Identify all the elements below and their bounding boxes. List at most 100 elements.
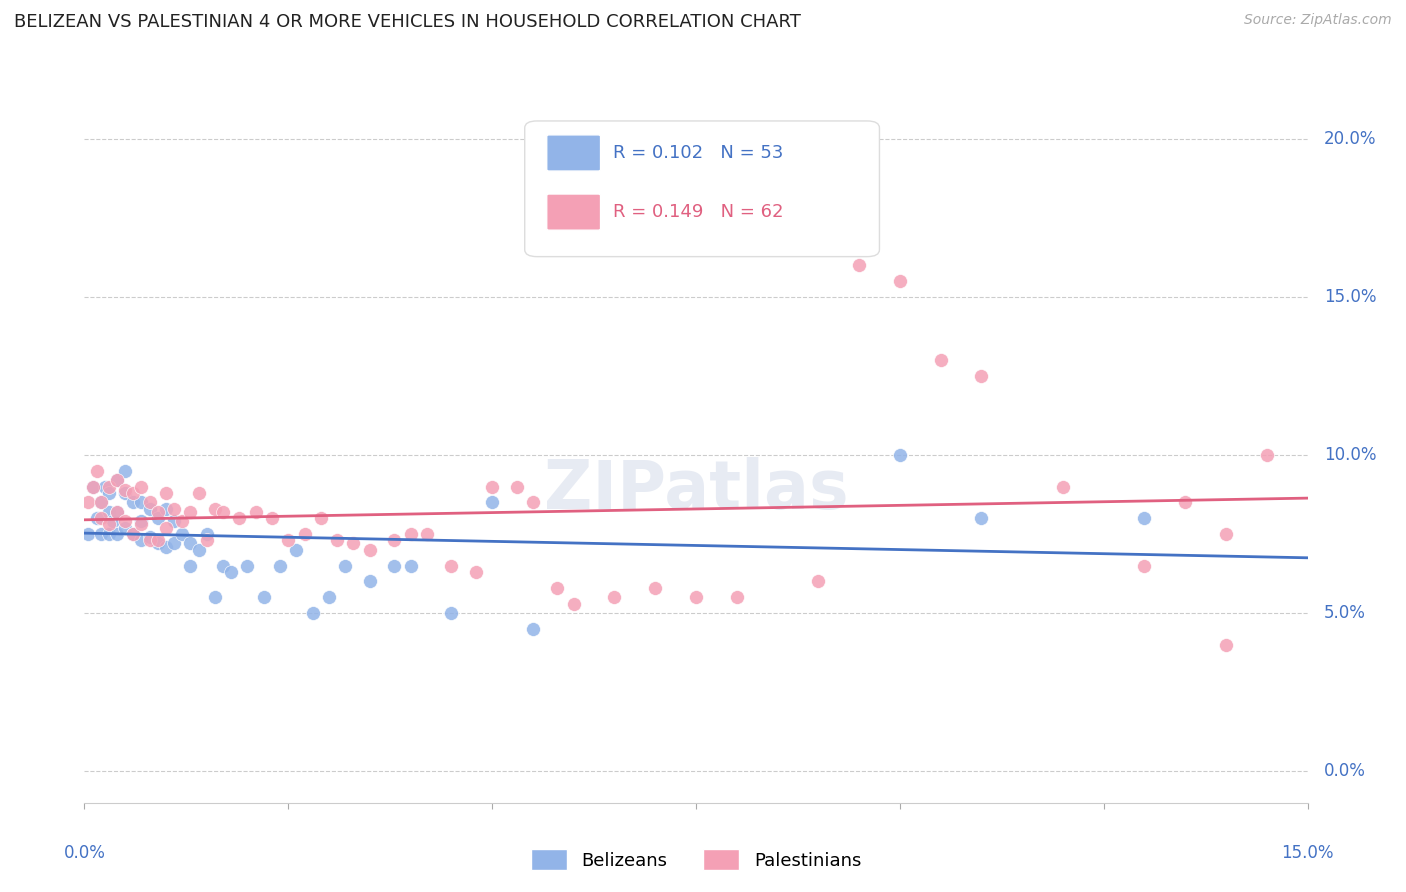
- Point: [1133, 558, 1156, 573]
- Point: [179, 536, 201, 550]
- Point: [359, 542, 381, 557]
- Point: [97, 479, 120, 493]
- Point: [138, 495, 160, 509]
- Point: [105, 473, 128, 487]
- Point: [253, 591, 276, 605]
- Point: [219, 565, 242, 579]
- Point: [155, 486, 177, 500]
- Point: [294, 527, 316, 541]
- Point: [522, 495, 544, 509]
- Point: [138, 533, 160, 548]
- Point: [416, 527, 439, 541]
- Point: [179, 558, 201, 573]
- Point: [1256, 448, 1278, 462]
- Point: [603, 591, 626, 605]
- Point: [546, 581, 568, 595]
- Point: [114, 483, 136, 497]
- Point: [105, 527, 128, 541]
- Point: [685, 591, 707, 605]
- Point: [155, 521, 177, 535]
- Point: [260, 511, 283, 525]
- Point: [90, 527, 112, 541]
- Text: 20.0%: 20.0%: [1324, 129, 1376, 148]
- Point: [114, 464, 136, 478]
- Point: [114, 486, 136, 500]
- Point: [122, 495, 145, 509]
- Text: 5.0%: 5.0%: [1324, 604, 1365, 622]
- Point: [97, 486, 120, 500]
- Point: [440, 558, 463, 573]
- Point: [464, 565, 486, 579]
- Point: [1133, 511, 1156, 525]
- Point: [929, 353, 952, 368]
- Point: [163, 514, 186, 528]
- Point: [90, 511, 112, 525]
- Point: [228, 511, 250, 525]
- Point: [146, 536, 169, 550]
- Text: R = 0.102   N = 53: R = 0.102 N = 53: [613, 144, 783, 162]
- Point: [131, 517, 153, 532]
- Point: [644, 581, 666, 595]
- Point: [155, 540, 177, 554]
- Text: ZIPatlas: ZIPatlas: [544, 457, 848, 523]
- Point: [105, 473, 128, 487]
- Point: [114, 514, 136, 528]
- Text: Source: ZipAtlas.com: Source: ZipAtlas.com: [1244, 13, 1392, 28]
- Point: [131, 533, 153, 548]
- Point: [146, 505, 169, 519]
- Point: [277, 533, 299, 548]
- Point: [179, 505, 201, 519]
- Point: [82, 479, 104, 493]
- Point: [97, 505, 120, 519]
- Point: [77, 527, 100, 541]
- Point: [970, 511, 993, 525]
- Point: [359, 574, 381, 589]
- Point: [399, 558, 422, 573]
- Point: [1215, 638, 1237, 652]
- Point: [86, 464, 108, 478]
- Point: [105, 505, 128, 519]
- Point: [146, 533, 169, 548]
- Point: [90, 495, 112, 509]
- Point: [195, 533, 218, 548]
- FancyBboxPatch shape: [524, 121, 880, 257]
- Point: [90, 495, 112, 509]
- Point: [138, 530, 160, 544]
- FancyBboxPatch shape: [547, 194, 600, 230]
- Point: [187, 542, 209, 557]
- Point: [269, 558, 291, 573]
- Point: [77, 495, 100, 509]
- Point: [122, 527, 145, 541]
- Point: [889, 274, 911, 288]
- Point: [1052, 479, 1074, 493]
- Point: [382, 533, 405, 548]
- Point: [335, 558, 357, 573]
- Legend: Belizeans, Palestinians: Belizeans, Palestinians: [523, 842, 869, 877]
- Point: [285, 542, 308, 557]
- Point: [481, 479, 503, 493]
- Point: [97, 517, 120, 532]
- FancyBboxPatch shape: [547, 135, 600, 171]
- Point: [522, 622, 544, 636]
- Point: [440, 606, 463, 620]
- Point: [807, 574, 830, 589]
- Point: [848, 258, 870, 272]
- Point: [889, 448, 911, 462]
- Point: [212, 558, 235, 573]
- Point: [172, 527, 194, 541]
- Point: [122, 527, 145, 541]
- Point: [505, 479, 527, 493]
- Text: R = 0.149   N = 62: R = 0.149 N = 62: [613, 203, 783, 221]
- Point: [86, 511, 108, 525]
- Point: [236, 558, 259, 573]
- Point: [1174, 495, 1197, 509]
- Point: [204, 591, 226, 605]
- Point: [245, 505, 267, 519]
- Text: BELIZEAN VS PALESTINIAN 4 OR MORE VEHICLES IN HOUSEHOLD CORRELATION CHART: BELIZEAN VS PALESTINIAN 4 OR MORE VEHICL…: [14, 13, 801, 31]
- Point: [172, 514, 194, 528]
- Point: [382, 558, 405, 573]
- Point: [725, 591, 748, 605]
- Point: [82, 479, 104, 493]
- Point: [146, 511, 169, 525]
- Point: [138, 501, 160, 516]
